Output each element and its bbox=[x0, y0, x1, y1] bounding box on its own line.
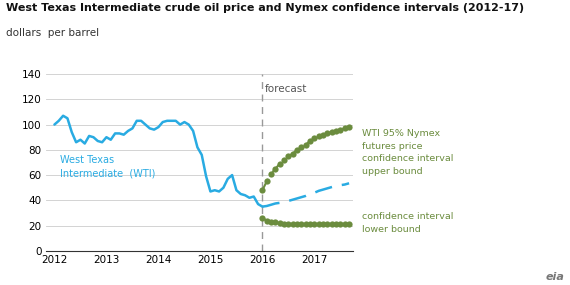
Text: eia: eia bbox=[545, 272, 564, 282]
Text: dollars  per barrel: dollars per barrel bbox=[6, 28, 99, 38]
Text: WTI 95% Nymex
futures price
confidence interval
upper bound: WTI 95% Nymex futures price confidence i… bbox=[362, 129, 453, 176]
Text: West Texas
Intermediate  (WTI): West Texas Intermediate (WTI) bbox=[60, 155, 155, 178]
Text: confidence interval
lower bound: confidence interval lower bound bbox=[362, 212, 453, 234]
Text: West Texas Intermediate crude oil price and Nymex confidence intervals (2012-17): West Texas Intermediate crude oil price … bbox=[6, 3, 524, 13]
Text: forecast: forecast bbox=[264, 84, 307, 94]
